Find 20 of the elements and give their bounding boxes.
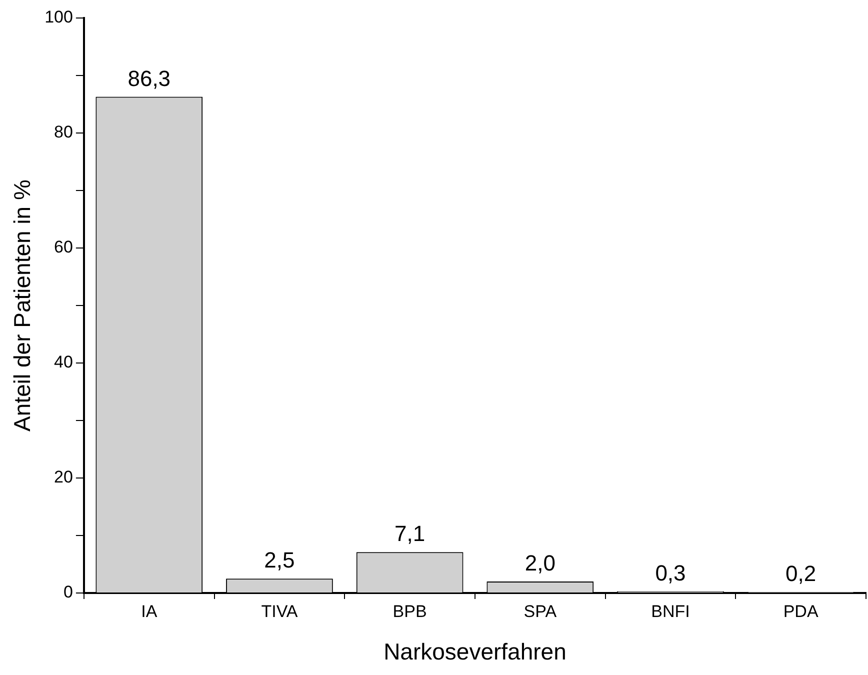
data-label: 2,0 xyxy=(524,550,556,576)
data-label: 86,3 xyxy=(128,66,171,91)
data-label: 7,1 xyxy=(394,521,426,546)
x-tick-label: BNFI xyxy=(651,602,690,621)
x-tick-label: SPA xyxy=(524,602,558,621)
y-tick-label: 60 xyxy=(54,238,73,257)
x-tick-label: TIVA xyxy=(261,602,298,621)
y-tick-label: 0 xyxy=(63,582,73,602)
y-tick-label: 20 xyxy=(54,468,73,487)
data-label: 0,3 xyxy=(655,560,686,586)
x-tick-label: PDA xyxy=(783,602,819,621)
y-axis-title: Anteil der Patienten in % xyxy=(9,180,36,432)
x-axis-title: Narkoseverfahren xyxy=(384,638,566,665)
x-tick-label: BPB xyxy=(392,602,427,621)
y-tick-label: 80 xyxy=(54,122,73,142)
y-tick-label: 100 xyxy=(44,8,73,27)
x-tick-label: IA xyxy=(141,602,158,621)
data-label: 0,2 xyxy=(786,560,816,586)
data-label: 2,5 xyxy=(264,548,295,573)
y-tick-label: 40 xyxy=(54,352,73,372)
